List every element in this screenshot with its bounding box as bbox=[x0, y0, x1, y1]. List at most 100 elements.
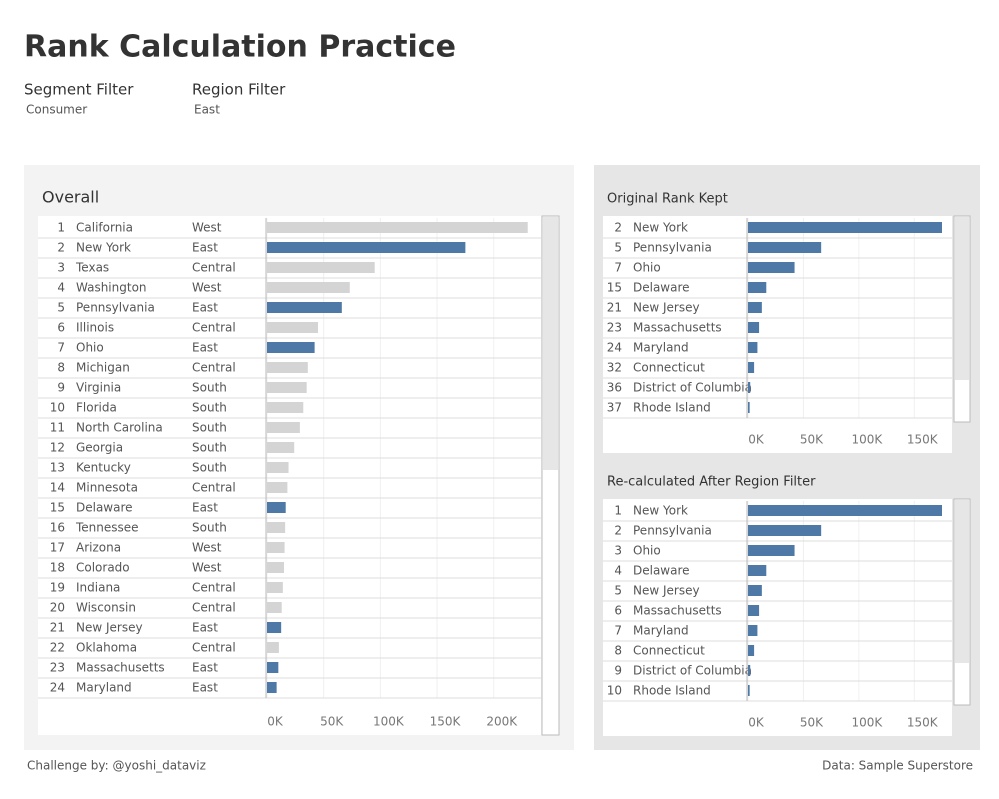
category-label: Indiana bbox=[76, 581, 120, 595]
bar bbox=[748, 302, 762, 313]
category-label: New York bbox=[76, 241, 131, 255]
rank-label: 16 bbox=[50, 521, 65, 535]
category-label: Rhode Island bbox=[633, 401, 711, 415]
region-label: Central bbox=[192, 261, 236, 275]
x-tick-label: 150K bbox=[907, 433, 939, 447]
category-label: Ohio bbox=[76, 341, 104, 355]
bar bbox=[267, 542, 285, 553]
bar bbox=[748, 402, 750, 413]
category-label: Washington bbox=[76, 281, 147, 295]
x-tick-label: 50K bbox=[800, 433, 824, 447]
category-label: North Carolina bbox=[76, 421, 163, 435]
category-label: Pennsylvania bbox=[76, 301, 155, 315]
region-label: West bbox=[192, 221, 222, 235]
rank-label: 18 bbox=[50, 561, 65, 575]
rank-label: 2 bbox=[614, 221, 622, 235]
region-label: West bbox=[192, 541, 222, 555]
chart-title: Re-calculated After Region Filter bbox=[607, 475, 816, 490]
region-label: Central bbox=[192, 601, 236, 615]
category-label: Maryland bbox=[76, 681, 132, 695]
bar bbox=[748, 585, 762, 596]
rank-label: 23 bbox=[607, 321, 622, 335]
category-label: Massachusetts bbox=[633, 321, 722, 335]
rank-label: 36 bbox=[607, 381, 622, 395]
rank-label: 4 bbox=[614, 564, 622, 578]
region-label: West bbox=[192, 561, 222, 575]
footer-left: Challenge by: @yoshi_dataviz bbox=[27, 759, 206, 773]
bar bbox=[267, 282, 350, 293]
category-label: Illinois bbox=[76, 321, 114, 335]
category-label: Maryland bbox=[633, 624, 689, 638]
bar bbox=[267, 602, 282, 613]
bar bbox=[748, 565, 767, 576]
category-label: Pennsylvania bbox=[633, 241, 712, 255]
category-label: Georgia bbox=[76, 441, 123, 455]
bar bbox=[748, 645, 755, 656]
region-label: South bbox=[192, 461, 227, 475]
category-label: Tennessee bbox=[75, 521, 139, 535]
bar bbox=[267, 322, 319, 333]
bar bbox=[267, 682, 277, 693]
bar bbox=[267, 462, 289, 473]
rank-label: 4 bbox=[57, 281, 65, 295]
rank-label: 21 bbox=[50, 621, 65, 635]
category-label: Pennsylvania bbox=[633, 524, 712, 538]
category-label: California bbox=[76, 221, 133, 235]
rank-label: 8 bbox=[614, 644, 622, 658]
chart-title: Overall bbox=[42, 188, 99, 207]
scroll-thumb[interactable] bbox=[955, 500, 969, 663]
region-label: Central bbox=[192, 361, 236, 375]
rank-label: 22 bbox=[50, 641, 65, 655]
category-label: Kentucky bbox=[76, 461, 131, 475]
bar bbox=[748, 262, 795, 273]
rank-label: 6 bbox=[57, 321, 65, 335]
scroll-thumb[interactable] bbox=[543, 217, 558, 470]
rank-label: 1 bbox=[57, 221, 65, 235]
x-tick-label: 50K bbox=[320, 715, 344, 729]
filter-label: Region Filter bbox=[192, 81, 286, 99]
bar bbox=[267, 622, 282, 633]
region-label: East bbox=[192, 661, 218, 675]
bar bbox=[267, 502, 286, 513]
scroll-thumb[interactable] bbox=[955, 217, 969, 380]
bar bbox=[267, 422, 300, 433]
category-label: Delaware bbox=[633, 281, 690, 295]
rank-label: 9 bbox=[614, 664, 622, 678]
rank-label: 10 bbox=[607, 684, 622, 698]
filter-label: Segment Filter bbox=[24, 81, 134, 99]
bar bbox=[267, 222, 528, 233]
rank-label: 17 bbox=[50, 541, 65, 555]
category-label: Massachusetts bbox=[633, 604, 722, 618]
rank-label: 19 bbox=[50, 581, 65, 595]
category-label: District of Columbia bbox=[633, 381, 752, 395]
bar bbox=[267, 362, 308, 373]
filter-value[interactable]: East bbox=[194, 103, 220, 117]
rank-label: 13 bbox=[50, 461, 65, 475]
x-tick-label: 100K bbox=[373, 715, 405, 729]
bar bbox=[267, 342, 315, 353]
rank-label: 6 bbox=[614, 604, 622, 618]
category-label: Wisconsin bbox=[76, 601, 136, 615]
category-label: Ohio bbox=[633, 261, 661, 275]
rank-label: 23 bbox=[50, 661, 65, 675]
bar bbox=[748, 282, 767, 293]
x-tick-label: 0K bbox=[748, 433, 765, 447]
region-label: West bbox=[192, 281, 222, 295]
bar bbox=[267, 442, 295, 453]
bar bbox=[748, 382, 751, 393]
category-label: Massachusetts bbox=[76, 661, 165, 675]
category-label: Michigan bbox=[76, 361, 130, 375]
rank-label: 32 bbox=[607, 361, 622, 375]
dashboard-title: Rank Calculation Practice bbox=[24, 30, 456, 65]
category-label: Oklahoma bbox=[76, 641, 137, 655]
bar bbox=[748, 242, 822, 253]
region-label: South bbox=[192, 521, 227, 535]
filter-value[interactable]: Consumer bbox=[26, 103, 87, 117]
rank-label: 10 bbox=[50, 401, 65, 415]
category-label: Ohio bbox=[633, 544, 661, 558]
region-label: Central bbox=[192, 481, 236, 495]
category-label: New York bbox=[633, 504, 688, 518]
rank-label: 21 bbox=[607, 301, 622, 315]
category-label: New York bbox=[633, 221, 688, 235]
